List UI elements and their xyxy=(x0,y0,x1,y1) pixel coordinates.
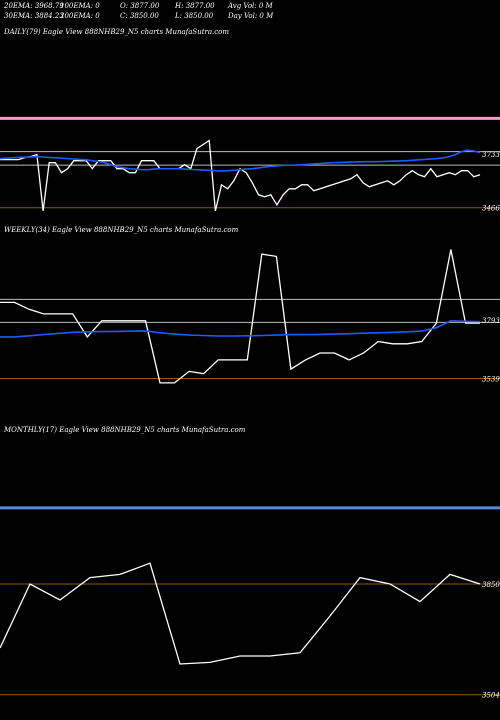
stat-30ema: 30EMA: 3884.23 xyxy=(4,12,64,20)
stat-high: H: 3877.00 xyxy=(174,2,215,10)
stat-close: C: 3850.00 xyxy=(120,12,159,20)
panel-monthly: MONTHLY(17) Eagle View 888NHB29_N5 chart… xyxy=(0,426,500,700)
stat-200ema: 200EMA: 0 xyxy=(59,12,100,20)
stat-open: O: 3877.00 xyxy=(120,2,160,10)
panel-title-daily: DAILY(79) Eagle View 888NHB29_N5 charts … xyxy=(3,28,229,36)
stats-header: 20EMA: 3968.79 100EMA: 0 O: 3877.00 H: 3… xyxy=(3,2,274,20)
panel-weekly: WEEKLY(34) Eagle View 888NHB29_N5 charts… xyxy=(0,226,500,384)
stat-100ema: 100EMA: 0 xyxy=(60,2,100,10)
stat-20ema: 20EMA: 3968.79 xyxy=(3,2,64,10)
panel-daily-marks: 3733 3466 xyxy=(0,116,500,213)
monthly-tick-label-0: 3850 xyxy=(482,581,500,589)
panel-monthly-marks: 3850 3504 xyxy=(0,506,500,700)
daily-series-ema xyxy=(0,149,481,172)
monthly-series-price xyxy=(0,562,481,665)
panel-title-weekly: WEEKLY(34) Eagle View 888NHB29_N5 charts… xyxy=(4,226,239,234)
panel-title-monthly: MONTHLY(17) Eagle View 888NHB29_N5 chart… xyxy=(3,426,246,434)
weekly-tick-label-0: 3793 xyxy=(482,317,500,325)
daily-tick-label-1: 3466 xyxy=(482,205,500,213)
weekly-series-ema xyxy=(0,319,481,338)
monthly-tick-label-1: 3504 xyxy=(482,692,500,700)
stat-day-vol: Day Vol: 0 M xyxy=(227,12,274,20)
stat-low: L: 3850.00 xyxy=(174,12,214,20)
daily-series-price xyxy=(0,139,481,212)
weekly-series-price xyxy=(0,249,480,384)
panel-daily: DAILY(79) Eagle View 888NHB29_N5 charts … xyxy=(0,28,500,213)
daily-tick-label-0: 3733 xyxy=(482,151,500,159)
stat-avg-vol: Avg Vol: 0 M xyxy=(227,2,274,10)
weekly-tick-label-1: 3539 xyxy=(482,376,500,384)
panel-weekly-marks: 3793 3539 xyxy=(0,249,500,384)
